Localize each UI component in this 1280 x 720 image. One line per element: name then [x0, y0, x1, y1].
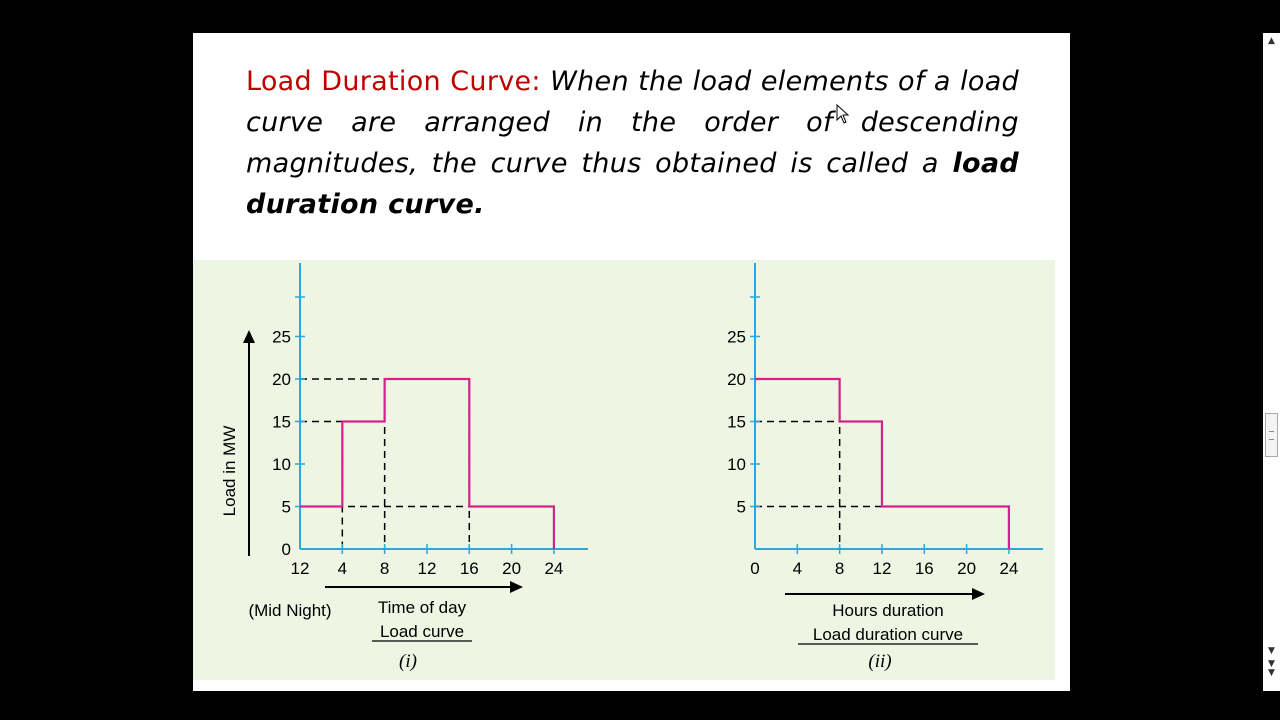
- x-axis-label: Hours duration: [832, 601, 944, 620]
- x-tick-label: 20: [502, 559, 521, 578]
- x-tick-label: 20: [957, 559, 976, 578]
- chart-title: Load duration curve: [813, 625, 963, 644]
- double-arrow-down-icon[interactable]: ▼ ▼: [1268, 659, 1275, 678]
- y-axis-label: Load in MW: [220, 426, 239, 517]
- definition-body: When the load elements of a load curve a…: [246, 66, 1019, 179]
- x-tick-label: 24: [999, 559, 1018, 578]
- slide: Load Duration Curve: When the load eleme…: [193, 33, 1070, 691]
- x-tick-label: 0: [750, 559, 759, 578]
- arrowhead-icon: [243, 330, 255, 343]
- y-tick-label: 5: [282, 498, 291, 517]
- x-tick-label: 12: [291, 559, 310, 578]
- x-tick-label: 12: [417, 559, 436, 578]
- x-tick-label: 12: [872, 559, 891, 578]
- scrollbar[interactable]: [1263, 33, 1280, 691]
- figure-svg: 0 5 10 15 20 25 12 4 8 12 16 20 24 Time of day (Mid Ni…: [220, 263, 1043, 672]
- x-tick-label: 4: [793, 559, 802, 578]
- y-tick-label: 5: [737, 498, 746, 517]
- arrowhead-icon: [510, 581, 523, 593]
- y-tick-label: 15: [272, 413, 291, 432]
- mouse-pointer-icon: [836, 104, 850, 124]
- y-tick-label: 10: [272, 455, 291, 474]
- y-tick-label: 25: [272, 328, 291, 347]
- defined-term: load duration curve.: [246, 148, 1019, 220]
- scrollbar-thumb[interactable]: [1265, 413, 1278, 457]
- step-curve: [300, 377, 556, 549]
- y-tick-label: 20: [272, 370, 291, 389]
- arrowhead-icon: [972, 588, 985, 600]
- chart-title: Load curve: [380, 622, 464, 641]
- chart-caption: (ii): [868, 651, 891, 672]
- y-tick-label: 25: [727, 328, 746, 347]
- x-tick-label: 16: [460, 559, 479, 578]
- step-curve: [755, 377, 1011, 549]
- grip-icon: [1269, 431, 1274, 440]
- x-tick-label: 16: [915, 559, 934, 578]
- x-tick-label: 8: [380, 559, 389, 578]
- y-tick-label: 10: [727, 455, 746, 474]
- arrow-up-icon[interactable]: ▲: [1268, 36, 1275, 46]
- chart-caption: (i): [399, 651, 417, 672]
- x-tick-label: 24: [544, 559, 563, 578]
- figure-panel: 0 5 10 15 20 25 12 4 8 12 16 20 24 Time of day (Mid Ni…: [193, 260, 1055, 680]
- arrow-down-icon[interactable]: ▼: [1268, 646, 1275, 656]
- x-axis-label: Time of day: [378, 598, 467, 617]
- y-tick-label: 15: [727, 413, 746, 432]
- x-tick-label: 8: [835, 559, 844, 578]
- x-tick-label: 4: [338, 559, 347, 578]
- y-tick-label: 20: [727, 370, 746, 389]
- slide-heading: Load Duration Curve:: [246, 66, 541, 97]
- definition-text: Load Duration Curve: When the load eleme…: [246, 61, 1019, 225]
- y-tick-label: 0: [282, 540, 291, 559]
- x-axis-note: (Mid Night): [248, 601, 331, 620]
